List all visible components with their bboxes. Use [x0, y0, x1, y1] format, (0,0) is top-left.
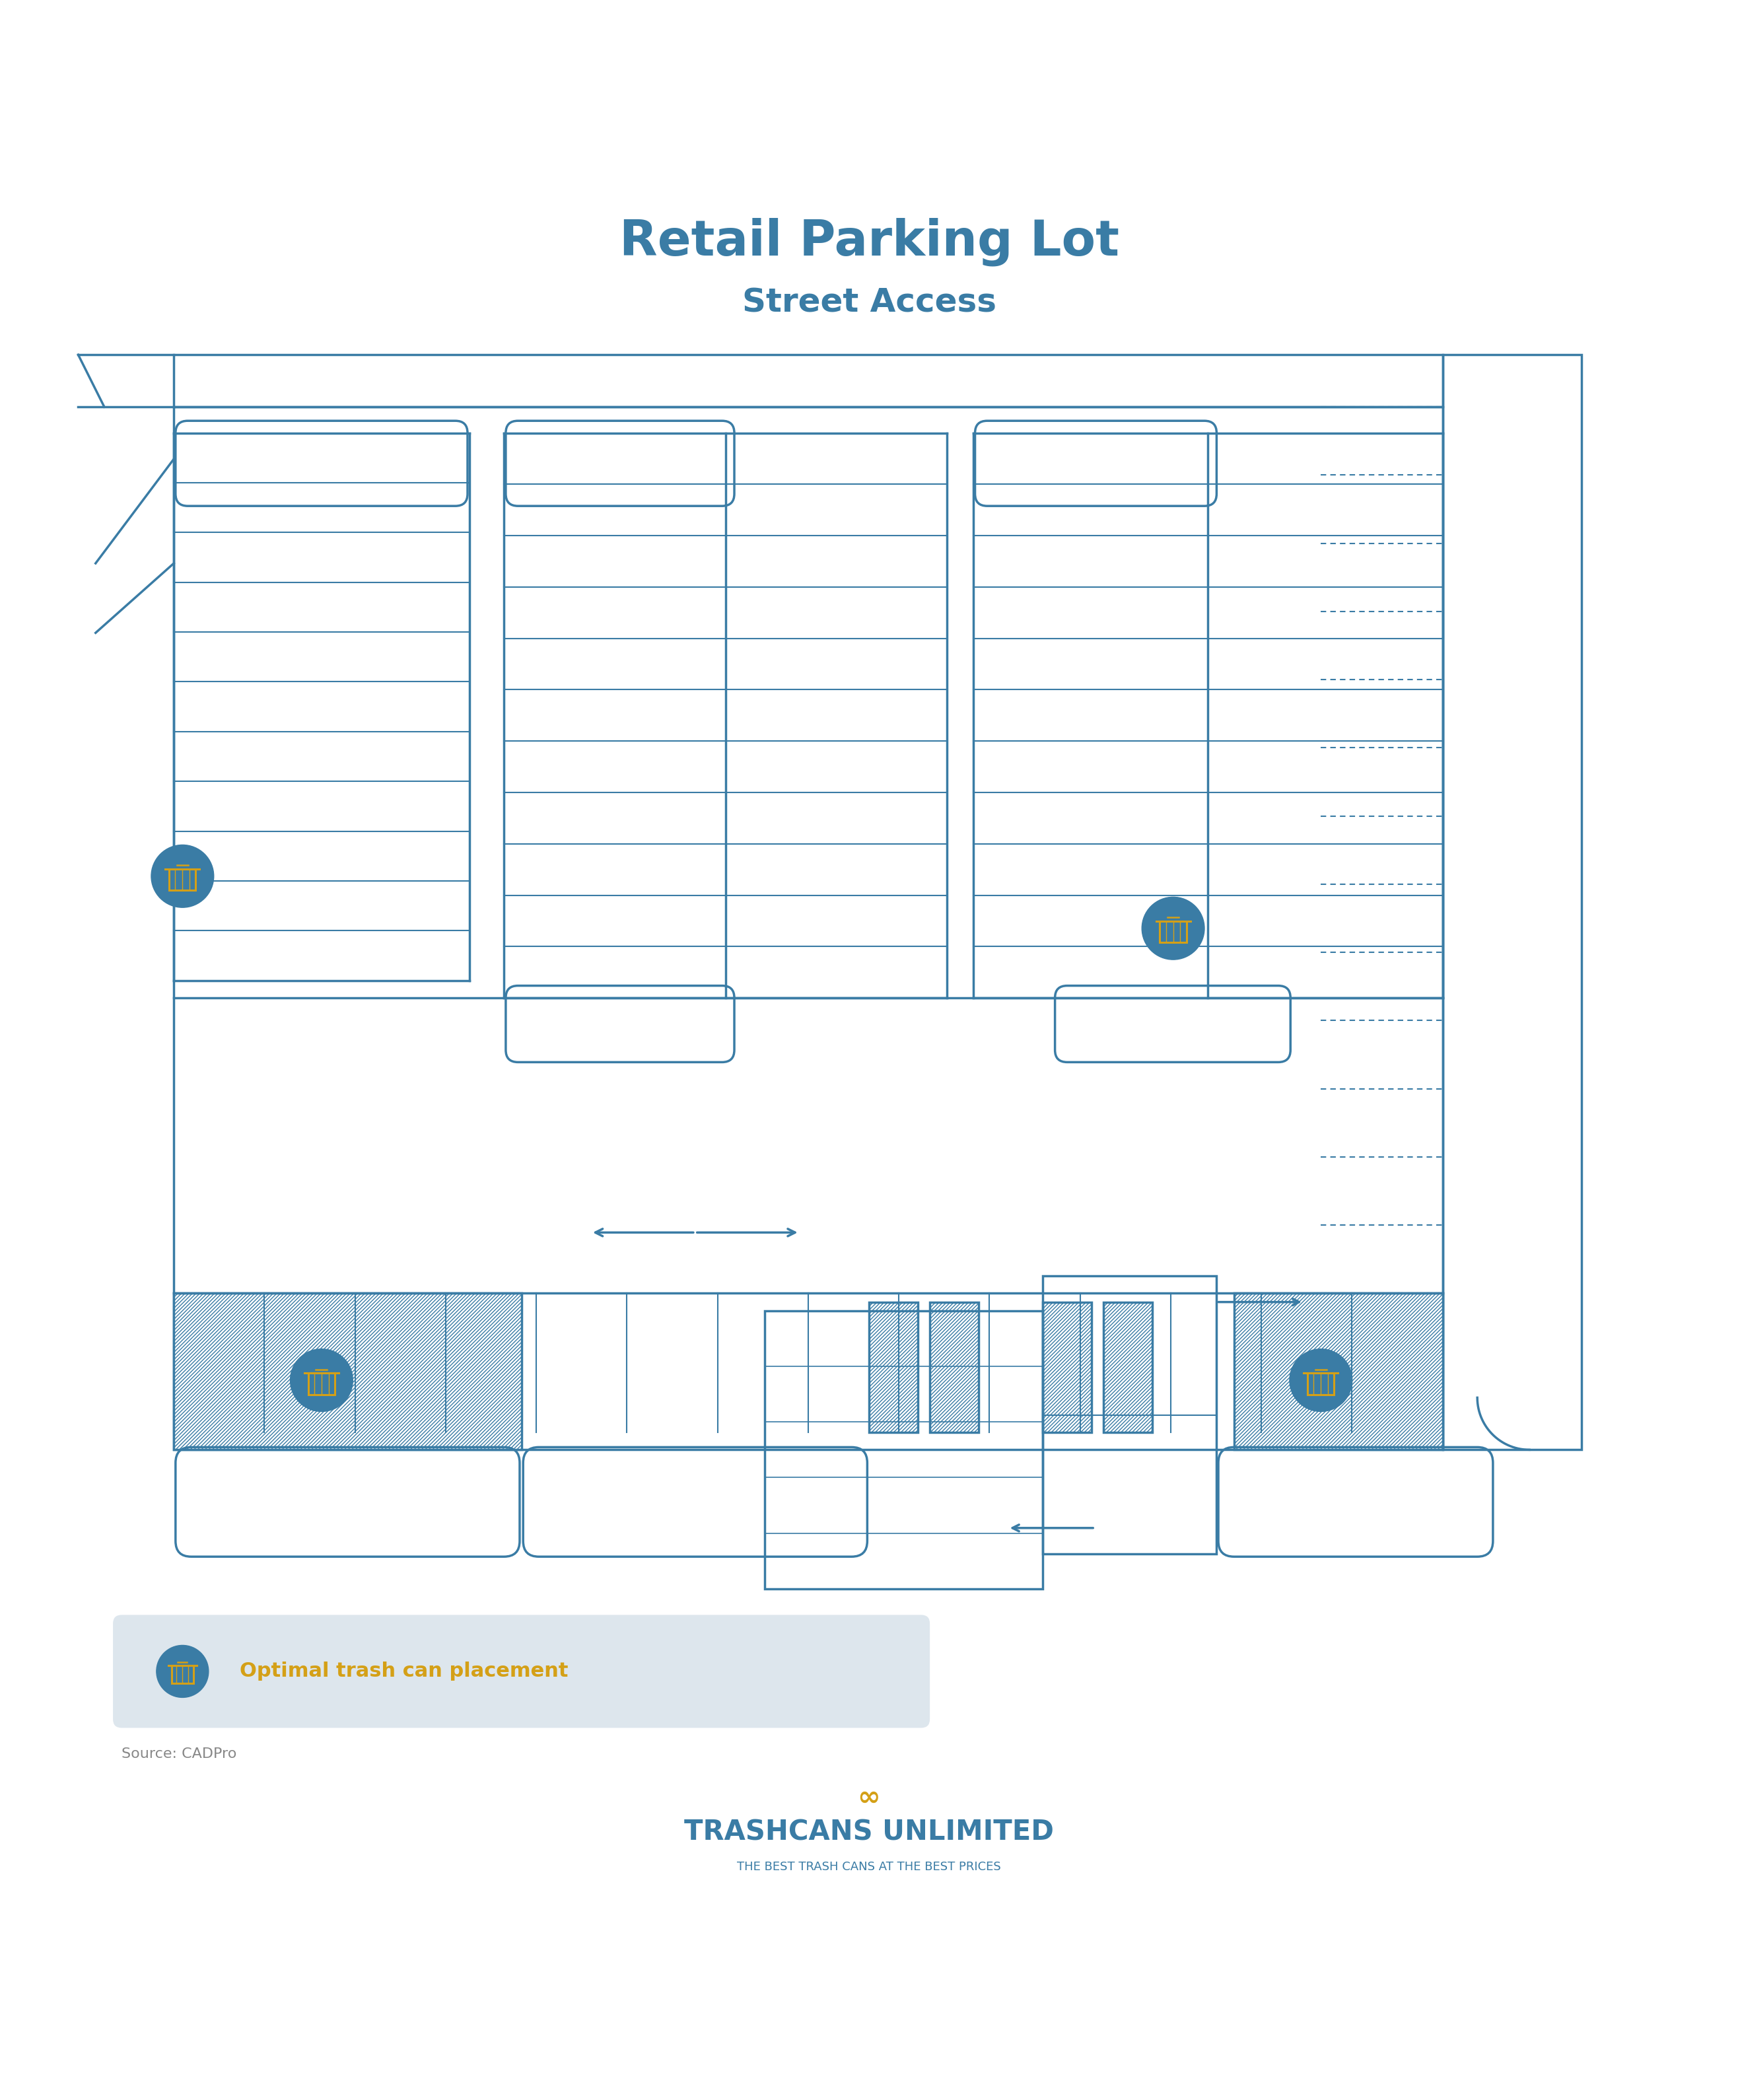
Text: ∞: ∞	[857, 1783, 881, 1812]
Bar	[174, 355, 1443, 407]
Bar	[308, 1373, 335, 1394]
FancyBboxPatch shape	[113, 1615, 930, 1728]
Bar	[174, 1294, 521, 1449]
Circle shape	[290, 1348, 353, 1411]
Bar	[1443, 355, 1582, 1449]
Bar	[1043, 1277, 1217, 1554]
Bar	[1234, 1294, 1443, 1449]
Bar	[765, 1310, 1043, 1590]
Bar	[1307, 1373, 1335, 1394]
Circle shape	[156, 1644, 209, 1697]
Circle shape	[1142, 897, 1204, 960]
Bar	[1043, 1302, 1091, 1432]
Bar	[1104, 1302, 1152, 1432]
Text: TRASHCANS UNLIMITED: TRASHCANS UNLIMITED	[685, 1819, 1053, 1846]
Bar	[1159, 922, 1187, 943]
Text: Optimal trash can placement: Optimal trash can placement	[240, 1661, 568, 1680]
Bar	[869, 1302, 918, 1432]
Circle shape	[151, 844, 214, 907]
Bar	[172, 1665, 193, 1684]
Text: Street Access: Street Access	[742, 288, 996, 319]
Bar	[169, 869, 196, 890]
Circle shape	[1290, 1348, 1352, 1411]
Text: Retail Parking Lot: Retail Parking Lot	[619, 218, 1119, 267]
Bar	[174, 407, 1443, 1449]
Text: Source: CADPro: Source: CADPro	[122, 1747, 236, 1760]
Bar	[930, 1302, 978, 1432]
Text: THE BEST TRASH CANS AT THE BEST PRICES: THE BEST TRASH CANS AT THE BEST PRICES	[737, 1861, 1001, 1873]
